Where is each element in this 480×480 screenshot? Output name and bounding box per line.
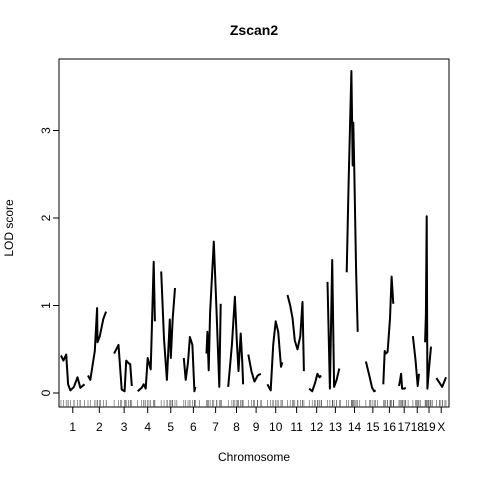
x-tick-label-chr-14: 14 xyxy=(348,420,362,434)
lod-curve-chr-15 xyxy=(364,361,377,393)
x-tick-label-chr-3: 3 xyxy=(121,420,128,434)
y-tick-label: 2 xyxy=(39,214,53,221)
x-tick-label-chr-6: 6 xyxy=(190,420,197,434)
x-tick-label-chr-5: 5 xyxy=(167,420,174,434)
x-tick-label-chr-19: 19 xyxy=(422,420,436,434)
lod-curve-chr-1 xyxy=(60,353,86,392)
lod-curve-chr-X xyxy=(435,376,447,388)
lod-curve-chr-2 xyxy=(87,307,108,381)
x-axis-label: Chromosome xyxy=(218,450,290,464)
lod-curve-chr-4 xyxy=(137,260,156,393)
y-tick-label: 0 xyxy=(39,389,53,396)
x-tick-label-chr-X: X xyxy=(437,420,445,434)
x-tick-label-chr-13: 13 xyxy=(329,420,343,434)
lod-curve-chr-6 xyxy=(182,336,197,393)
lod-curve-chr-18 xyxy=(411,335,420,387)
x-tick-label-chr-15: 15 xyxy=(366,420,380,434)
x-tick-label-chr-12: 12 xyxy=(310,420,324,434)
x-tick-label-chr-4: 4 xyxy=(144,420,151,434)
lod-curve-chr-11 xyxy=(286,294,305,372)
x-tick-label-chr-9: 9 xyxy=(253,420,260,434)
x-tick-label-chr-18: 18 xyxy=(411,420,425,434)
chart-title: Zscan2 xyxy=(230,22,278,38)
lod-curve-chr-10 xyxy=(266,320,284,392)
lod-curve-chr-12 xyxy=(308,372,322,393)
x-tick-label-chr-2: 2 xyxy=(96,420,103,434)
y-axis: 0 1 2 3 xyxy=(39,127,59,396)
x-tick-label-chr-1: 1 xyxy=(69,420,76,434)
x-tick-label-chr-8: 8 xyxy=(233,420,240,434)
lod-curve-chr-8 xyxy=(227,295,245,387)
x-tick-label-chr-16: 16 xyxy=(383,420,397,434)
y-axis-label: LOD score xyxy=(2,199,16,257)
x-tick-label-chr-10: 10 xyxy=(269,420,283,434)
lod-curve-chr-9 xyxy=(247,354,262,383)
x-tick-label-chr-7: 7 xyxy=(212,420,219,434)
y-tick-label: 3 xyxy=(39,127,53,134)
lod-curve-chr-7 xyxy=(205,240,222,388)
x-tick-label-chr-11: 11 xyxy=(290,420,303,434)
lod-curve-chr-17 xyxy=(398,372,407,390)
marker-rug xyxy=(60,400,447,407)
lod-curve-chr-19 xyxy=(424,215,432,390)
lod-curve-chr-14 xyxy=(345,70,359,332)
x-tick-label-chr-17: 17 xyxy=(398,420,412,434)
lod-curve-chr-16 xyxy=(382,275,395,385)
plot-frame xyxy=(58,58,450,408)
lod-curve-chr-13 xyxy=(326,259,341,390)
lod-curve-chr-5 xyxy=(160,271,176,381)
lod-curves xyxy=(60,70,447,393)
lod-curve-chr-3 xyxy=(113,343,133,393)
y-tick-label: 1 xyxy=(39,302,53,309)
